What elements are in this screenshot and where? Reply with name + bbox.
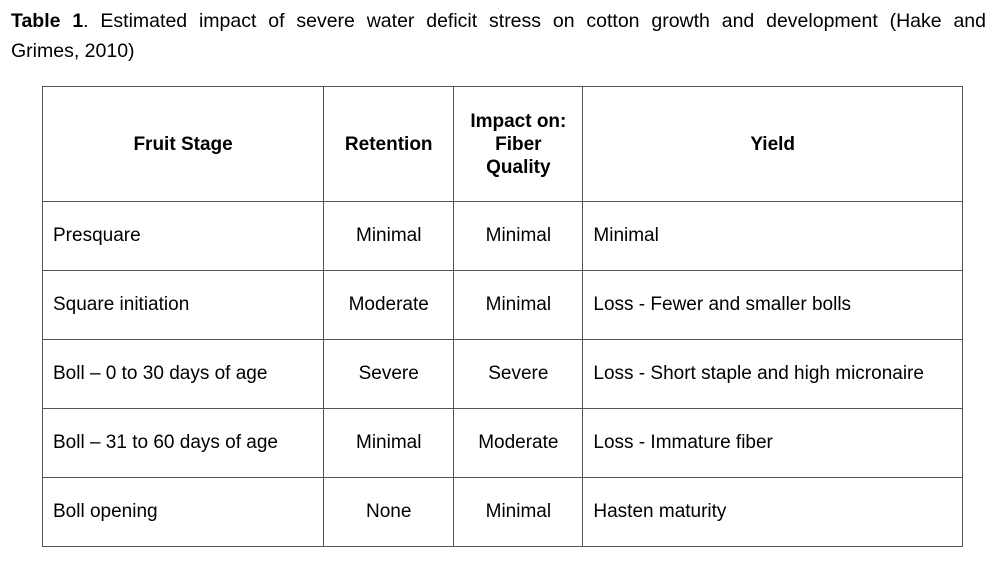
cell-retention: None	[323, 477, 455, 547]
table-row: Square initiation Moderate Minimal Loss …	[41, 270, 963, 340]
cell-yield: Loss - Fewer and smaller bolls	[582, 270, 963, 340]
cell-impact: Severe	[453, 339, 584, 409]
table-row: Boll – 31 to 60 days of age Minimal Mode…	[41, 408, 963, 478]
header-retention: Retention	[323, 86, 455, 202]
table-row: Boll – 0 to 30 days of age Severe Severe…	[41, 339, 963, 409]
cell-impact: Minimal	[453, 477, 584, 547]
cell-impact: Moderate	[453, 408, 584, 478]
caption-line-1: Table 1. Estimated impact of severe wate…	[11, 6, 986, 36]
header-yield: Yield	[582, 86, 963, 202]
cell-retention: Minimal	[323, 201, 455, 271]
header-impact-fiber-quality: Impact on: Fiber Quality	[453, 86, 584, 202]
cell-yield: Minimal	[582, 201, 963, 271]
cell-retention: Minimal	[323, 408, 455, 478]
caption-label: Table 1	[11, 10, 84, 32]
water-deficit-table: Fruit Stage Retention Impact on: Fiber Q…	[41, 86, 963, 547]
table-header-row: Fruit Stage Retention Impact on: Fiber Q…	[41, 86, 963, 202]
cell-yield: Loss - Short staple and high micronaire	[582, 339, 963, 409]
cell-fruit-stage: Boll – 0 to 30 days of age	[41, 339, 325, 409]
caption-text-2: Grimes, 2010)	[11, 40, 135, 62]
cell-yield: Loss - Immature fiber	[582, 408, 963, 478]
cell-fruit-stage: Boll opening	[41, 477, 325, 547]
table-row: Boll opening None Minimal Hasten maturit…	[41, 477, 963, 547]
cell-yield: Hasten maturity	[582, 477, 963, 547]
cell-fruit-stage: Presquare	[41, 201, 325, 271]
cell-retention: Moderate	[323, 270, 455, 340]
table-row: Presquare Minimal Minimal Minimal	[41, 201, 963, 271]
cell-impact: Minimal	[453, 270, 584, 340]
header-impact-line-3: Quality	[486, 156, 551, 178]
header-impact-line-2: Fiber	[495, 133, 542, 155]
cell-fruit-stage: Boll – 31 to 60 days of age	[41, 408, 325, 478]
cell-impact: Minimal	[453, 201, 584, 271]
cell-fruit-stage: Square initiation	[41, 270, 325, 340]
header-impact-line-1: Impact on:	[470, 110, 567, 132]
cell-retention: Severe	[323, 339, 455, 409]
table-caption: Table 1. Estimated impact of severe wate…	[11, 6, 986, 66]
header-fruit-stage: Fruit Stage	[41, 86, 325, 202]
caption-text-1: . Estimated impact of severe water defic…	[83, 10, 986, 32]
